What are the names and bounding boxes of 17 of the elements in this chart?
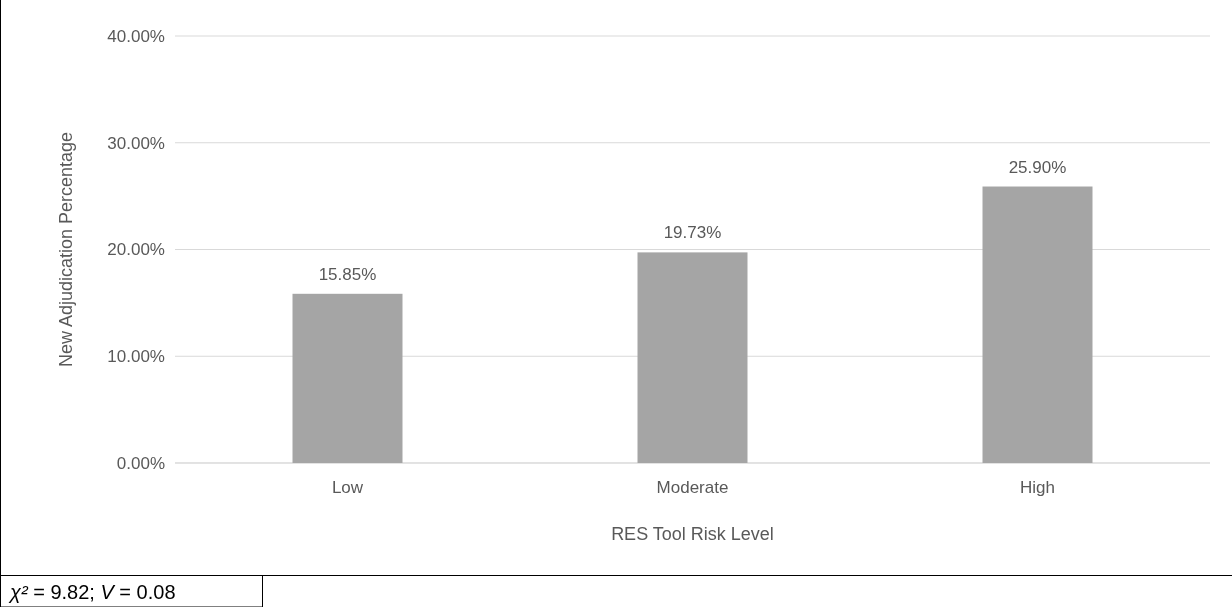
bar	[637, 252, 748, 463]
x-axis-title: RES Tool Risk Level	[611, 524, 774, 544]
bar	[292, 293, 403, 463]
y-tick-label: 0.00%	[116, 453, 165, 473]
bar	[982, 186, 1093, 463]
data-label: 25.90%	[1008, 157, 1067, 177]
y-tick-label: 10.00%	[107, 347, 165, 367]
data-label: 15.85%	[318, 264, 377, 284]
y-tick-label: 20.00%	[107, 240, 165, 260]
x-tick-label: Low	[331, 478, 364, 497]
y-axis-title: New Adjudication Percentage	[56, 131, 76, 368]
y-tick-label: 40.00%	[107, 26, 165, 46]
data-label: 19.73%	[663, 223, 722, 243]
y-tick-label: 30.00%	[107, 133, 165, 153]
x-tick-label: Moderate	[656, 478, 729, 497]
text: χ² = 9.82; V = 0.08	[8, 581, 176, 603]
x-tick-label: High	[1020, 478, 1055, 497]
